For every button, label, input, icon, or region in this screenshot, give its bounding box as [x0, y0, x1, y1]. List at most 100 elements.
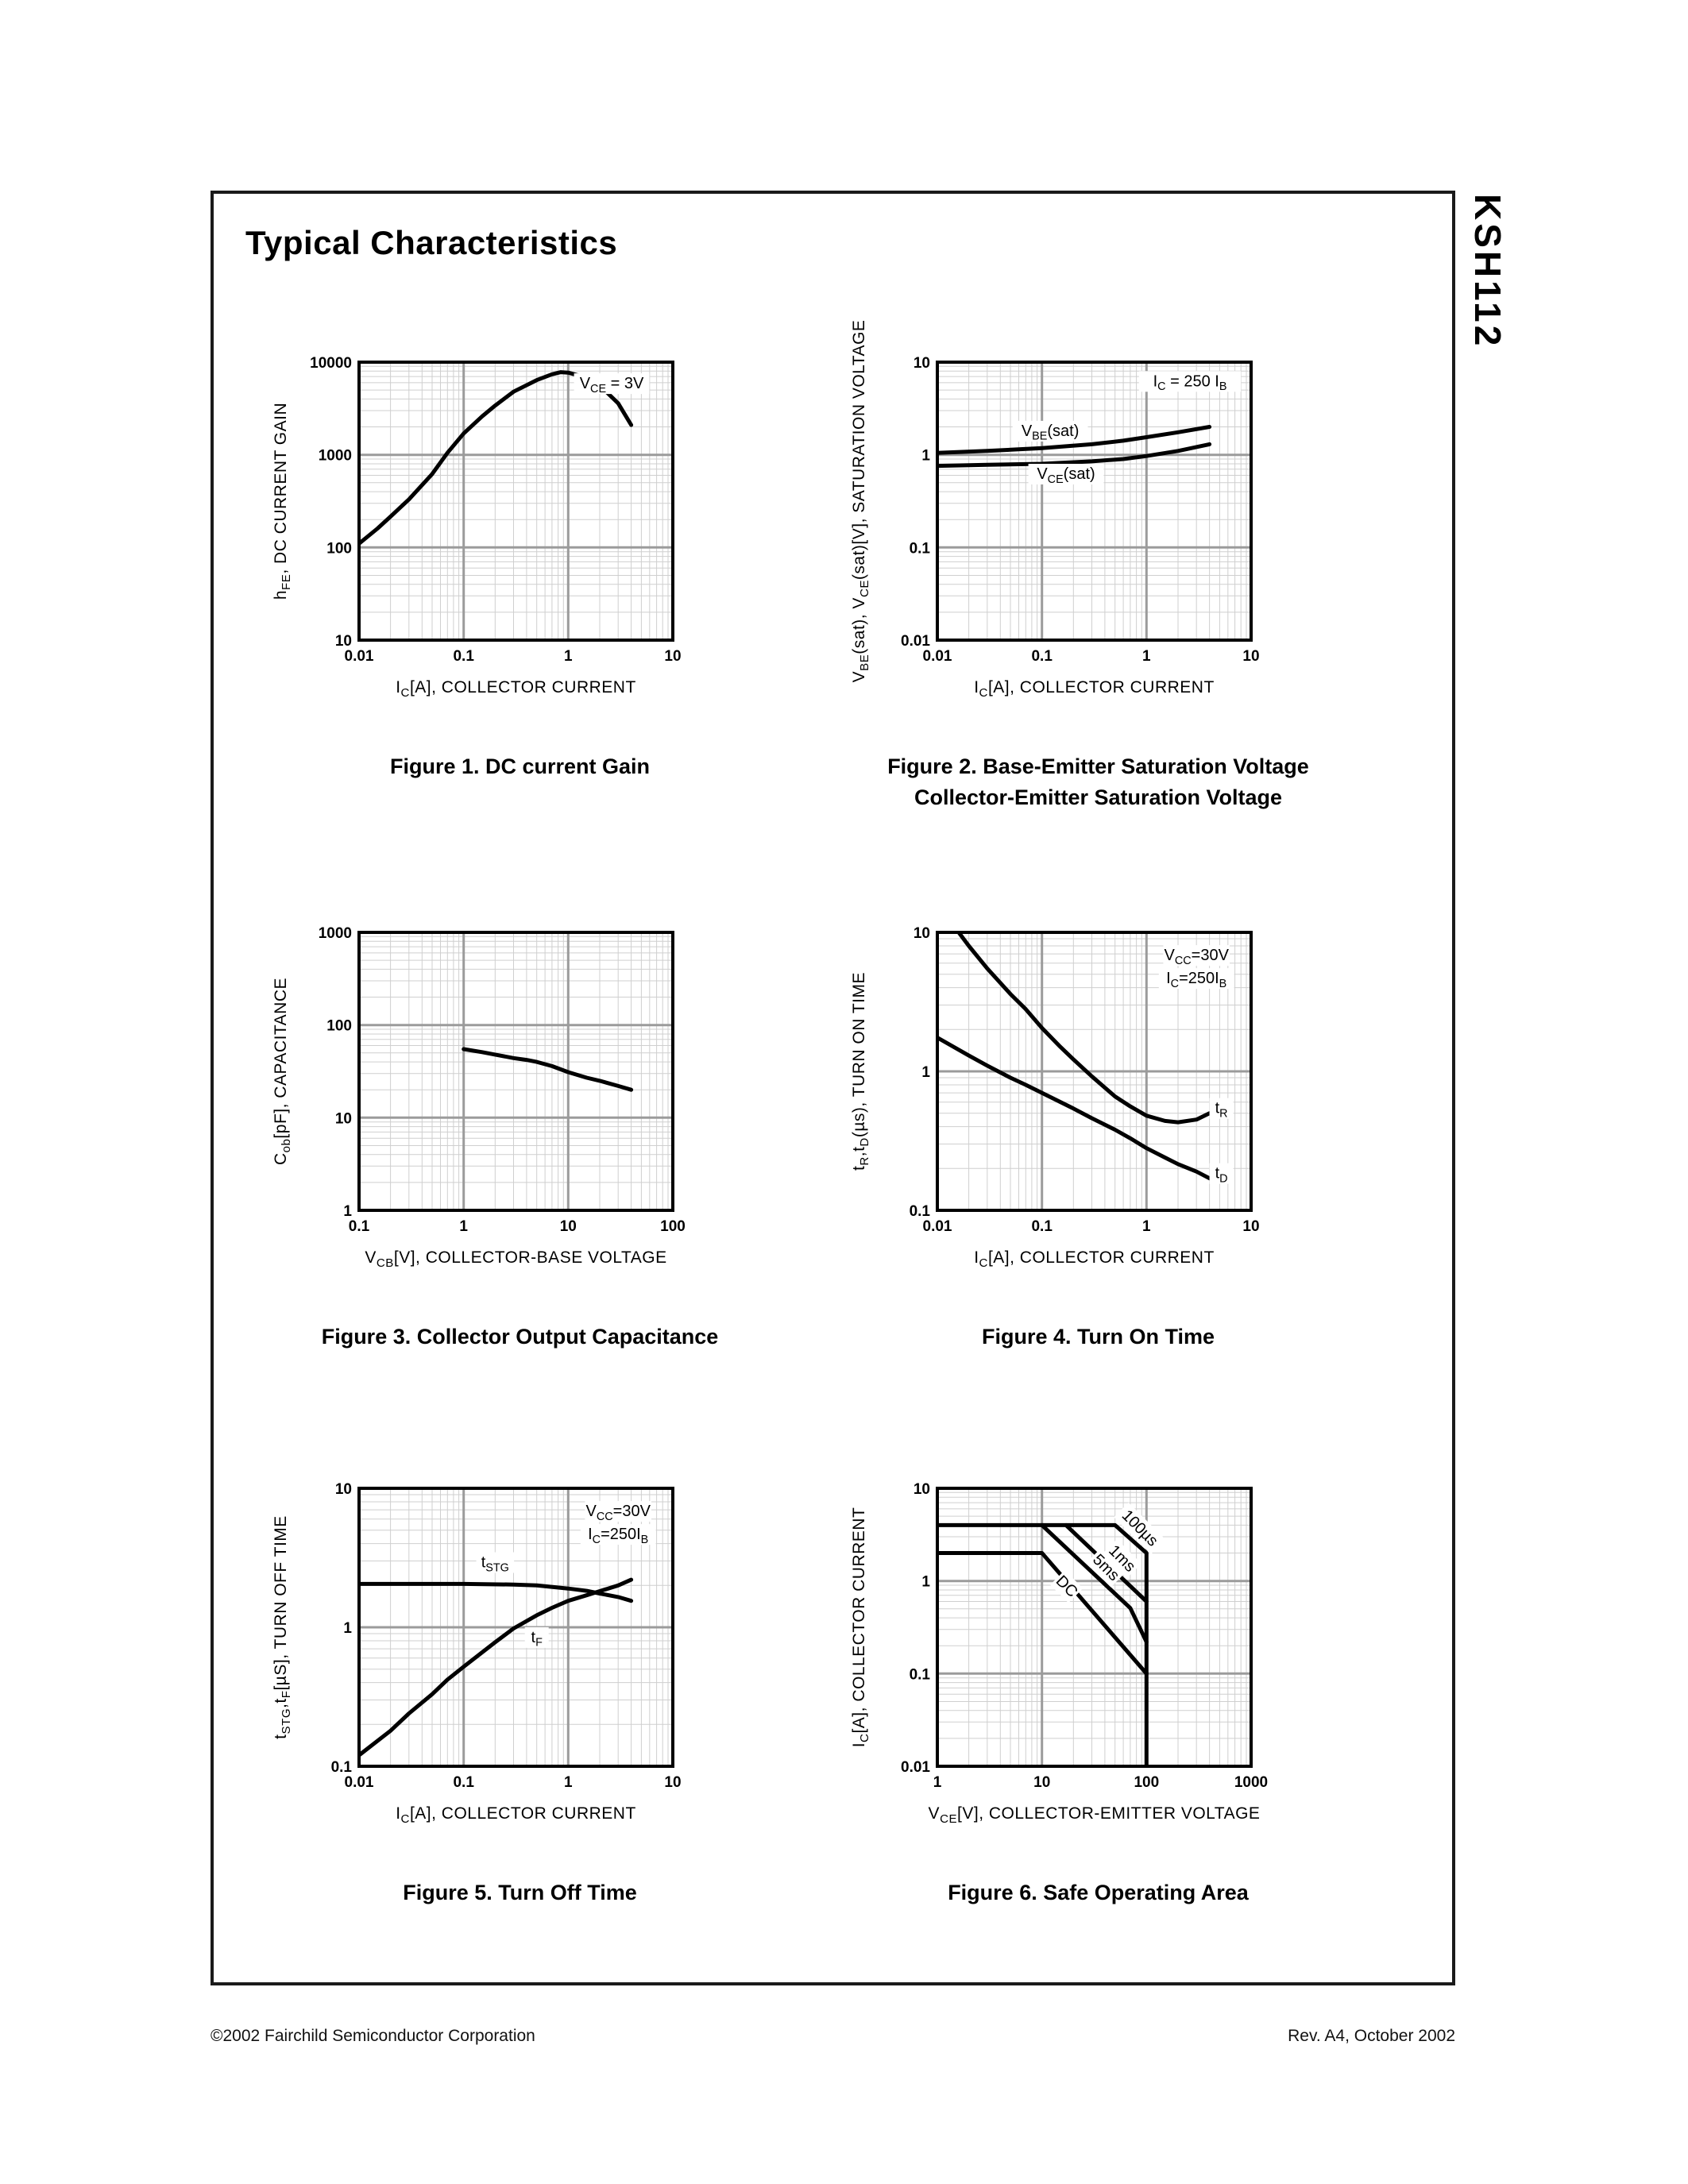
figure-6-caption: Figure 6. Safe Operating Area: [834, 1877, 1362, 1908]
svg-text:0.01: 0.01: [901, 633, 930, 650]
figure-6-series-dc-limit: [937, 1551, 1149, 1676]
svg-text:1: 1: [564, 648, 573, 665]
figure-3-grid-minor: [359, 932, 673, 1210]
svg-text:0.1: 0.1: [453, 648, 474, 665]
figure-3-xlabel: VCB[V], COLLECTOR-BASE VOLTAGE: [365, 1248, 666, 1270]
figure-6-canvas: 1 10 100 1000 0.01 0.1 1 10 VCE[V], COLLECTOR-EM…: [850, 1481, 1268, 1826]
figure-5-annotation: VCC=30V: [585, 1501, 651, 1523]
figure-6-series-5ms-limit: [1040, 1522, 1149, 1644]
svg-text:tF: tF: [531, 1629, 543, 1650]
svg-text:10: 10: [914, 1481, 930, 1498]
svg-text:0.01: 0.01: [345, 648, 374, 665]
figure-2-annotation: VBE(sat): [1012, 420, 1088, 443]
figure-4: 0.01 0.1 1 10 0.1 1 10 IC[A], COLLECTOR CURRENT…: [834, 920, 1362, 1352]
svg-text:VCC=30V: VCC=30V: [585, 1503, 651, 1523]
svg-text:10: 10: [335, 1481, 352, 1498]
figure-6-ticks: 1 10 100 1000 0.01 0.1 1 10: [901, 1481, 1268, 1791]
figure-5-annotation: tSTG: [476, 1552, 515, 1574]
figure-4-frame: [936, 931, 1253, 1212]
figure-5-series-tstg: [359, 1581, 634, 1603]
figure-6-xlabel: VCE[V], COLLECTOR-EMITTER VOLTAGE: [929, 1804, 1261, 1826]
figure-1-caption: Figure 1. DC current Gain: [256, 751, 784, 782]
figure-4-ylabel: tR,tD(µs), TURN ON TIME: [850, 972, 871, 1171]
figure-4-annotation: IC=250IB: [1158, 968, 1234, 990]
svg-text:0.01: 0.01: [345, 1774, 374, 1791]
figure-4-annotation: tD: [1209, 1163, 1234, 1186]
svg-text:VCE = 3V: VCE = 3V: [580, 375, 644, 396]
figure-1-chart: 0.01 0.1 1 10 10 100 1000 10000 IC[A], COLLECTOR…: [256, 349, 784, 716]
figure-6-series-100us-limit: [937, 1522, 1149, 1766]
svg-text:VCE(sat): VCE(sat): [1037, 465, 1095, 486]
svg-text:1000: 1000: [319, 925, 352, 942]
figure-5-ylabel: tSTG,tF[µS], TURN OFF TIME: [272, 1515, 293, 1739]
part-number-label: KSH112: [1467, 194, 1508, 349]
figure-5-xlabel: IC[A], COLLECTOR CURRENT: [396, 1804, 636, 1826]
svg-text:1: 1: [933, 1774, 942, 1791]
footer-copyright: ©2002 Fairchild Semiconductor Corporatio…: [211, 2027, 535, 2045]
figure-1: 0.01 0.1 1 10 10 100 1000 10000 IC[A], COLLECTOR…: [256, 349, 784, 782]
figure-6-annotation: DC: [1050, 1570, 1083, 1603]
figure-2-caption: Figure 2. Base-Emitter Saturation Voltag…: [834, 751, 1362, 813]
figure-5-caption: Figure 5. Turn Off Time: [256, 1877, 784, 1908]
figure-1-annotation: VCE = 3V: [574, 373, 650, 396]
figure-6-frame: [936, 1487, 1253, 1768]
page-title: Typical Characteristics: [245, 224, 618, 261]
figure-2-ticks: 0.01 0.1 1 10 0.01 0.1 1 10: [901, 355, 1260, 665]
svg-text:0.1: 0.1: [910, 1666, 931, 1683]
svg-text:10: 10: [664, 1774, 681, 1791]
svg-text:1: 1: [921, 1574, 930, 1591]
svg-text:10: 10: [335, 1110, 352, 1127]
figure-1-grid-minor: [359, 362, 673, 640]
figure-2-annotation: IC = 250 IB: [1138, 371, 1242, 393]
svg-text:0.1: 0.1: [910, 540, 931, 557]
figure-5-series-tf: [359, 1577, 634, 1758]
figure-1-caption-line: Figure 1. DC current Gain: [389, 754, 651, 778]
svg-text:1000: 1000: [1234, 1774, 1268, 1791]
figure-3-chart: 0.1 1 10 100 1 10 100 1000 VCB[V], COLLECTOR-BAS…: [256, 920, 784, 1287]
svg-text:0.1: 0.1: [331, 1759, 353, 1776]
svg-text:IC=250IB: IC=250IB: [588, 1526, 648, 1546]
svg-text:100µs: 100µs: [1118, 1507, 1161, 1549]
svg-text:10: 10: [335, 633, 352, 650]
svg-text:10: 10: [1242, 1218, 1259, 1235]
figure-2-chart: 0.01 0.1 1 10 0.01 0.1 1 10 IC[A], COLLECTOR CUR…: [834, 320, 1362, 716]
figure-2-ylabel: VBE(sat), VCE(sat)[V], SATURATION VOLTAG…: [850, 320, 871, 683]
figure-2-caption-line: Collector-Emitter Saturation Voltage: [914, 785, 1283, 810]
figure-1-ylabel: hFE, DC CURRENT GAIN: [272, 403, 293, 600]
svg-text:100: 100: [1134, 1774, 1159, 1791]
svg-text:0.01: 0.01: [923, 1218, 952, 1235]
figure-3-caption: Figure 3. Collector Output Capacitance: [256, 1322, 784, 1352]
svg-text:100: 100: [326, 1018, 352, 1035]
figure-6-grid-minor: [937, 1488, 1251, 1766]
svg-text:1: 1: [564, 1774, 573, 1791]
figure-3: 0.1 1 10 100 1 10 100 1000 VCB[V], COLLECTOR-BAS…: [256, 920, 784, 1352]
figure-2-canvas: 0.01 0.1 1 10 0.01 0.1 1 10 IC[A], COLLECTOR CUR…: [850, 320, 1260, 700]
svg-text:1: 1: [921, 1064, 930, 1081]
figure-3-ylabel: Cob[pF], CAPACITANCE: [272, 978, 293, 1165]
figure-5-caption-line: Figure 5. Turn Off Time: [403, 1881, 637, 1904]
figure-3-caption-line: Figure 3. Collector Output Capacitance: [321, 1325, 719, 1349]
figure-2-series-vbe-sat: [937, 425, 1212, 455]
figure-5-grid-minor: [359, 1488, 673, 1766]
figure-2-frame: [936, 361, 1253, 642]
svg-text:IC=250IB: IC=250IB: [1166, 970, 1226, 990]
svg-text:1: 1: [1142, 1218, 1151, 1235]
svg-text:10: 10: [1033, 1774, 1050, 1791]
figure-2: 0.01 0.1 1 10 0.01 0.1 1 10 IC[A], COLLECTOR CUR…: [834, 320, 1362, 813]
figure-5-annotation: IC=250IB: [580, 1524, 656, 1546]
svg-text:0.1: 0.1: [1031, 1218, 1053, 1235]
figure-4-caption-line: Figure 4. Turn On Time: [981, 1325, 1215, 1349]
figure-6: 1 10 100 1000 0.01 0.1 1 10 VCE[V], COLLECTOR-EM…: [834, 1476, 1362, 1908]
figure-5-frame: [357, 1487, 674, 1768]
svg-text:100: 100: [660, 1218, 686, 1235]
svg-text:10: 10: [914, 925, 930, 942]
svg-text:0.1: 0.1: [349, 1218, 370, 1235]
figure-4-chart: 0.01 0.1 1 10 0.1 1 10 IC[A], COLLECTOR CURRENT…: [834, 920, 1362, 1287]
svg-text:tD: tD: [1215, 1165, 1228, 1186]
